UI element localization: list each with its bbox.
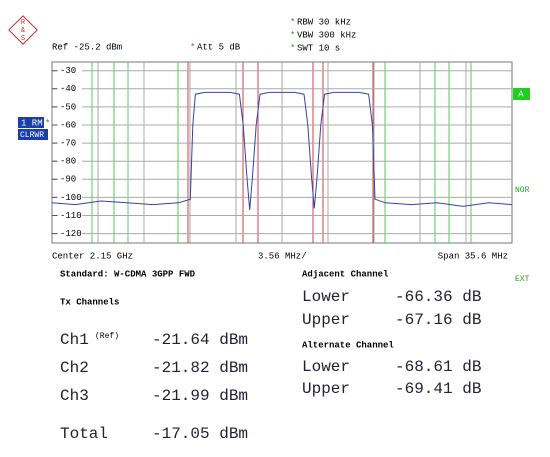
y-tick-label: -70 (60, 138, 76, 148)
channel-power: -21.64 dBm (152, 331, 248, 349)
tick-bg (58, 83, 82, 94)
x-div: 3.56 MHz/ (258, 251, 307, 261)
star: * (290, 43, 295, 53)
tick-bg (58, 101, 82, 112)
y-tick-label: -50 (60, 102, 76, 112)
ref-level: Ref -25.2 dBm (52, 42, 122, 52)
star: * (290, 30, 295, 40)
logo-letter: S (21, 35, 25, 43)
vbw: VBW 300 kHz (297, 30, 356, 40)
adjacent-value: -67.16 dB (395, 311, 481, 329)
a-label: A (518, 89, 524, 99)
alternate-title: Alternate Channel (302, 340, 394, 350)
alternate-name: Lower (302, 358, 350, 376)
v-grid (97, 62, 467, 243)
y-tick-label: -110 (60, 211, 82, 221)
y-tick-label: -80 (60, 157, 76, 167)
adjacent-title: Adjacent Channel (302, 269, 389, 279)
y-tick-label: -90 (60, 175, 76, 185)
tick-bg (58, 174, 82, 185)
y-tick-label: -30 (60, 66, 76, 76)
x-span: Span 35.6 MHz (438, 251, 508, 261)
attenuation: Att 5 dB (197, 42, 241, 52)
adjacent-name: Upper (302, 311, 350, 329)
logo-frame (8, 15, 38, 45)
trace-box (18, 117, 44, 128)
alternate-value: -68.61 dB (395, 358, 481, 376)
tick-bg (58, 138, 82, 149)
mode-label: CLRWR (20, 131, 44, 140)
channel-power: -21.82 dBm (152, 359, 248, 377)
channel-name: Ch2 (60, 359, 89, 377)
x-center: Center 2.15 GHz (52, 251, 133, 261)
nor-label: NOR (515, 186, 530, 195)
trace-label: 1 RM (21, 118, 43, 128)
alt-adj-limits (91, 62, 472, 243)
tick-bg (58, 65, 82, 76)
y-tick-label: -60 (60, 120, 76, 130)
tick-bg (58, 210, 82, 221)
tick-bg (58, 228, 82, 239)
plot: -30 -40 -50 -60 -70 -80 -90 -100 -110 -120 (51, 61, 513, 244)
tick-bg (58, 192, 82, 203)
channel-name: Ch1 (60, 331, 89, 349)
tick-bg (58, 156, 82, 167)
adjacent-value: -66.36 dB (395, 288, 481, 306)
swt: SWT 10 s (297, 43, 340, 53)
star: * (290, 17, 295, 27)
tick-bg (58, 119, 82, 130)
ref-note: (Ref) (95, 332, 119, 341)
y-tick-label: -100 (60, 193, 82, 203)
logo-letter: & (21, 27, 26, 35)
channel-name: Ch3 (60, 387, 89, 405)
a-box (513, 88, 530, 100)
logo: R & S (8, 15, 38, 45)
alternate-name: Upper (302, 380, 350, 398)
alternate-value: -69.41 dB (395, 380, 481, 398)
star: * (190, 42, 195, 52)
star: * (45, 118, 50, 128)
tx-title: Tx Channels (60, 297, 119, 307)
total-name: Total (60, 425, 108, 443)
ext-label: EXT (515, 275, 530, 284)
trace (51, 91, 513, 211)
adjacent-name: Lower (302, 288, 350, 306)
mode-box (18, 129, 48, 140)
total-power: -17.05 dBm (152, 425, 248, 443)
y-tick-label: -40 (60, 84, 76, 94)
logo-letter: R (21, 19, 26, 27)
rbw: RBW 30 kHz (297, 17, 351, 27)
y-tick-label: -120 (60, 229, 82, 239)
channel-power: -21.99 dBm (152, 387, 248, 405)
standard: Standard: W-CDMA 3GPP FWD (60, 269, 196, 279)
